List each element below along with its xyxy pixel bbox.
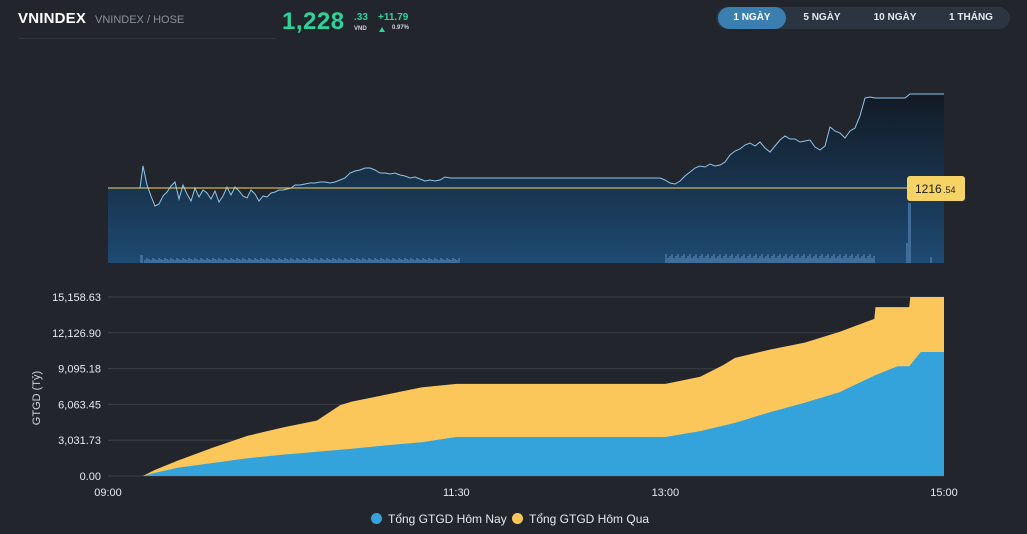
y-axis: 0.00 3,031.73 6,063.45 9,095.18 12,126.90 15,…: [52, 292, 101, 483]
x-tick-label: 09:00: [94, 487, 122, 499]
legend-label-yesterday: Tổng GTGD Hôm Qua: [529, 512, 650, 526]
index-exchange: VNINDEX / HOSE: [95, 14, 185, 26]
y-tick-label: 12,126.90: [52, 328, 101, 340]
y-tick-label: 6,063.45: [58, 399, 101, 411]
legend-item-yesterday[interactable]: Tổng GTGD Hôm Qua: [512, 512, 649, 526]
chart-legend: Tổng GTGD Hôm Nay Tổng GTGD Hôm Qua: [0, 512, 1027, 530]
legend-dot-icon: [371, 513, 382, 524]
x-axis: 09:00 11:30 13:00 15:00: [94, 487, 958, 499]
x-tick-label: 11:30: [443, 487, 470, 499]
index-name: VNINDEX: [18, 10, 87, 27]
tab-1-day[interactable]: 1 NGÀY: [718, 7, 786, 29]
volume-bars: [140, 203, 932, 263]
period-tabs: 1 NGÀY 5 NGÀY 10 NGÀY 1 THÁNG: [716, 7, 1010, 29]
reference-price-decimal: .54: [943, 185, 956, 195]
y-tick-label: 15,158.63: [52, 292, 101, 304]
price-line: [108, 93, 944, 207]
value-areas: [108, 297, 944, 476]
reference-price-tag: [907, 176, 965, 201]
legend-dot-icon: [512, 513, 523, 524]
legend-item-today[interactable]: Tổng GTGD Hôm Nay: [371, 512, 507, 526]
up-arrow-icon: [379, 27, 385, 32]
y-tick-label: 3,031.73: [58, 435, 101, 447]
price-change: +11.79: [378, 12, 409, 23]
tab-10-days[interactable]: 10 NGÀY: [873, 12, 917, 23]
price-chart: 1216 .54: [108, 93, 965, 263]
chart-canvas: 1216 .54 0.00 3,031.73 6,063.45 9,095.18 12,…: [31, 93, 965, 499]
index-header: VNINDEX VNINDEX / HOSE: [18, 8, 276, 39]
legend-label-today: Tổng GTGD Hôm Nay: [388, 512, 507, 526]
y-tick-label: 9,095.18: [58, 364, 101, 376]
tab-1-month[interactable]: 1 THÁNG: [949, 12, 993, 23]
reference-price-int: 1216: [915, 182, 942, 196]
series-area-today: [108, 352, 944, 476]
current-price-decimal: .33: [354, 12, 368, 23]
x-tick-label: 15:00: [930, 487, 958, 499]
y-axis-label: GTGD (Tỷ): [31, 371, 43, 425]
y-tick-label: 0.00: [80, 471, 101, 483]
current-price: 1,228: [282, 8, 345, 35]
price-unit: VND: [354, 26, 367, 32]
price-change-percent: 0.97%: [392, 25, 410, 31]
tab-5-days[interactable]: 5 NGÀY: [803, 12, 841, 23]
x-tick-label: 13:00: [652, 487, 680, 499]
